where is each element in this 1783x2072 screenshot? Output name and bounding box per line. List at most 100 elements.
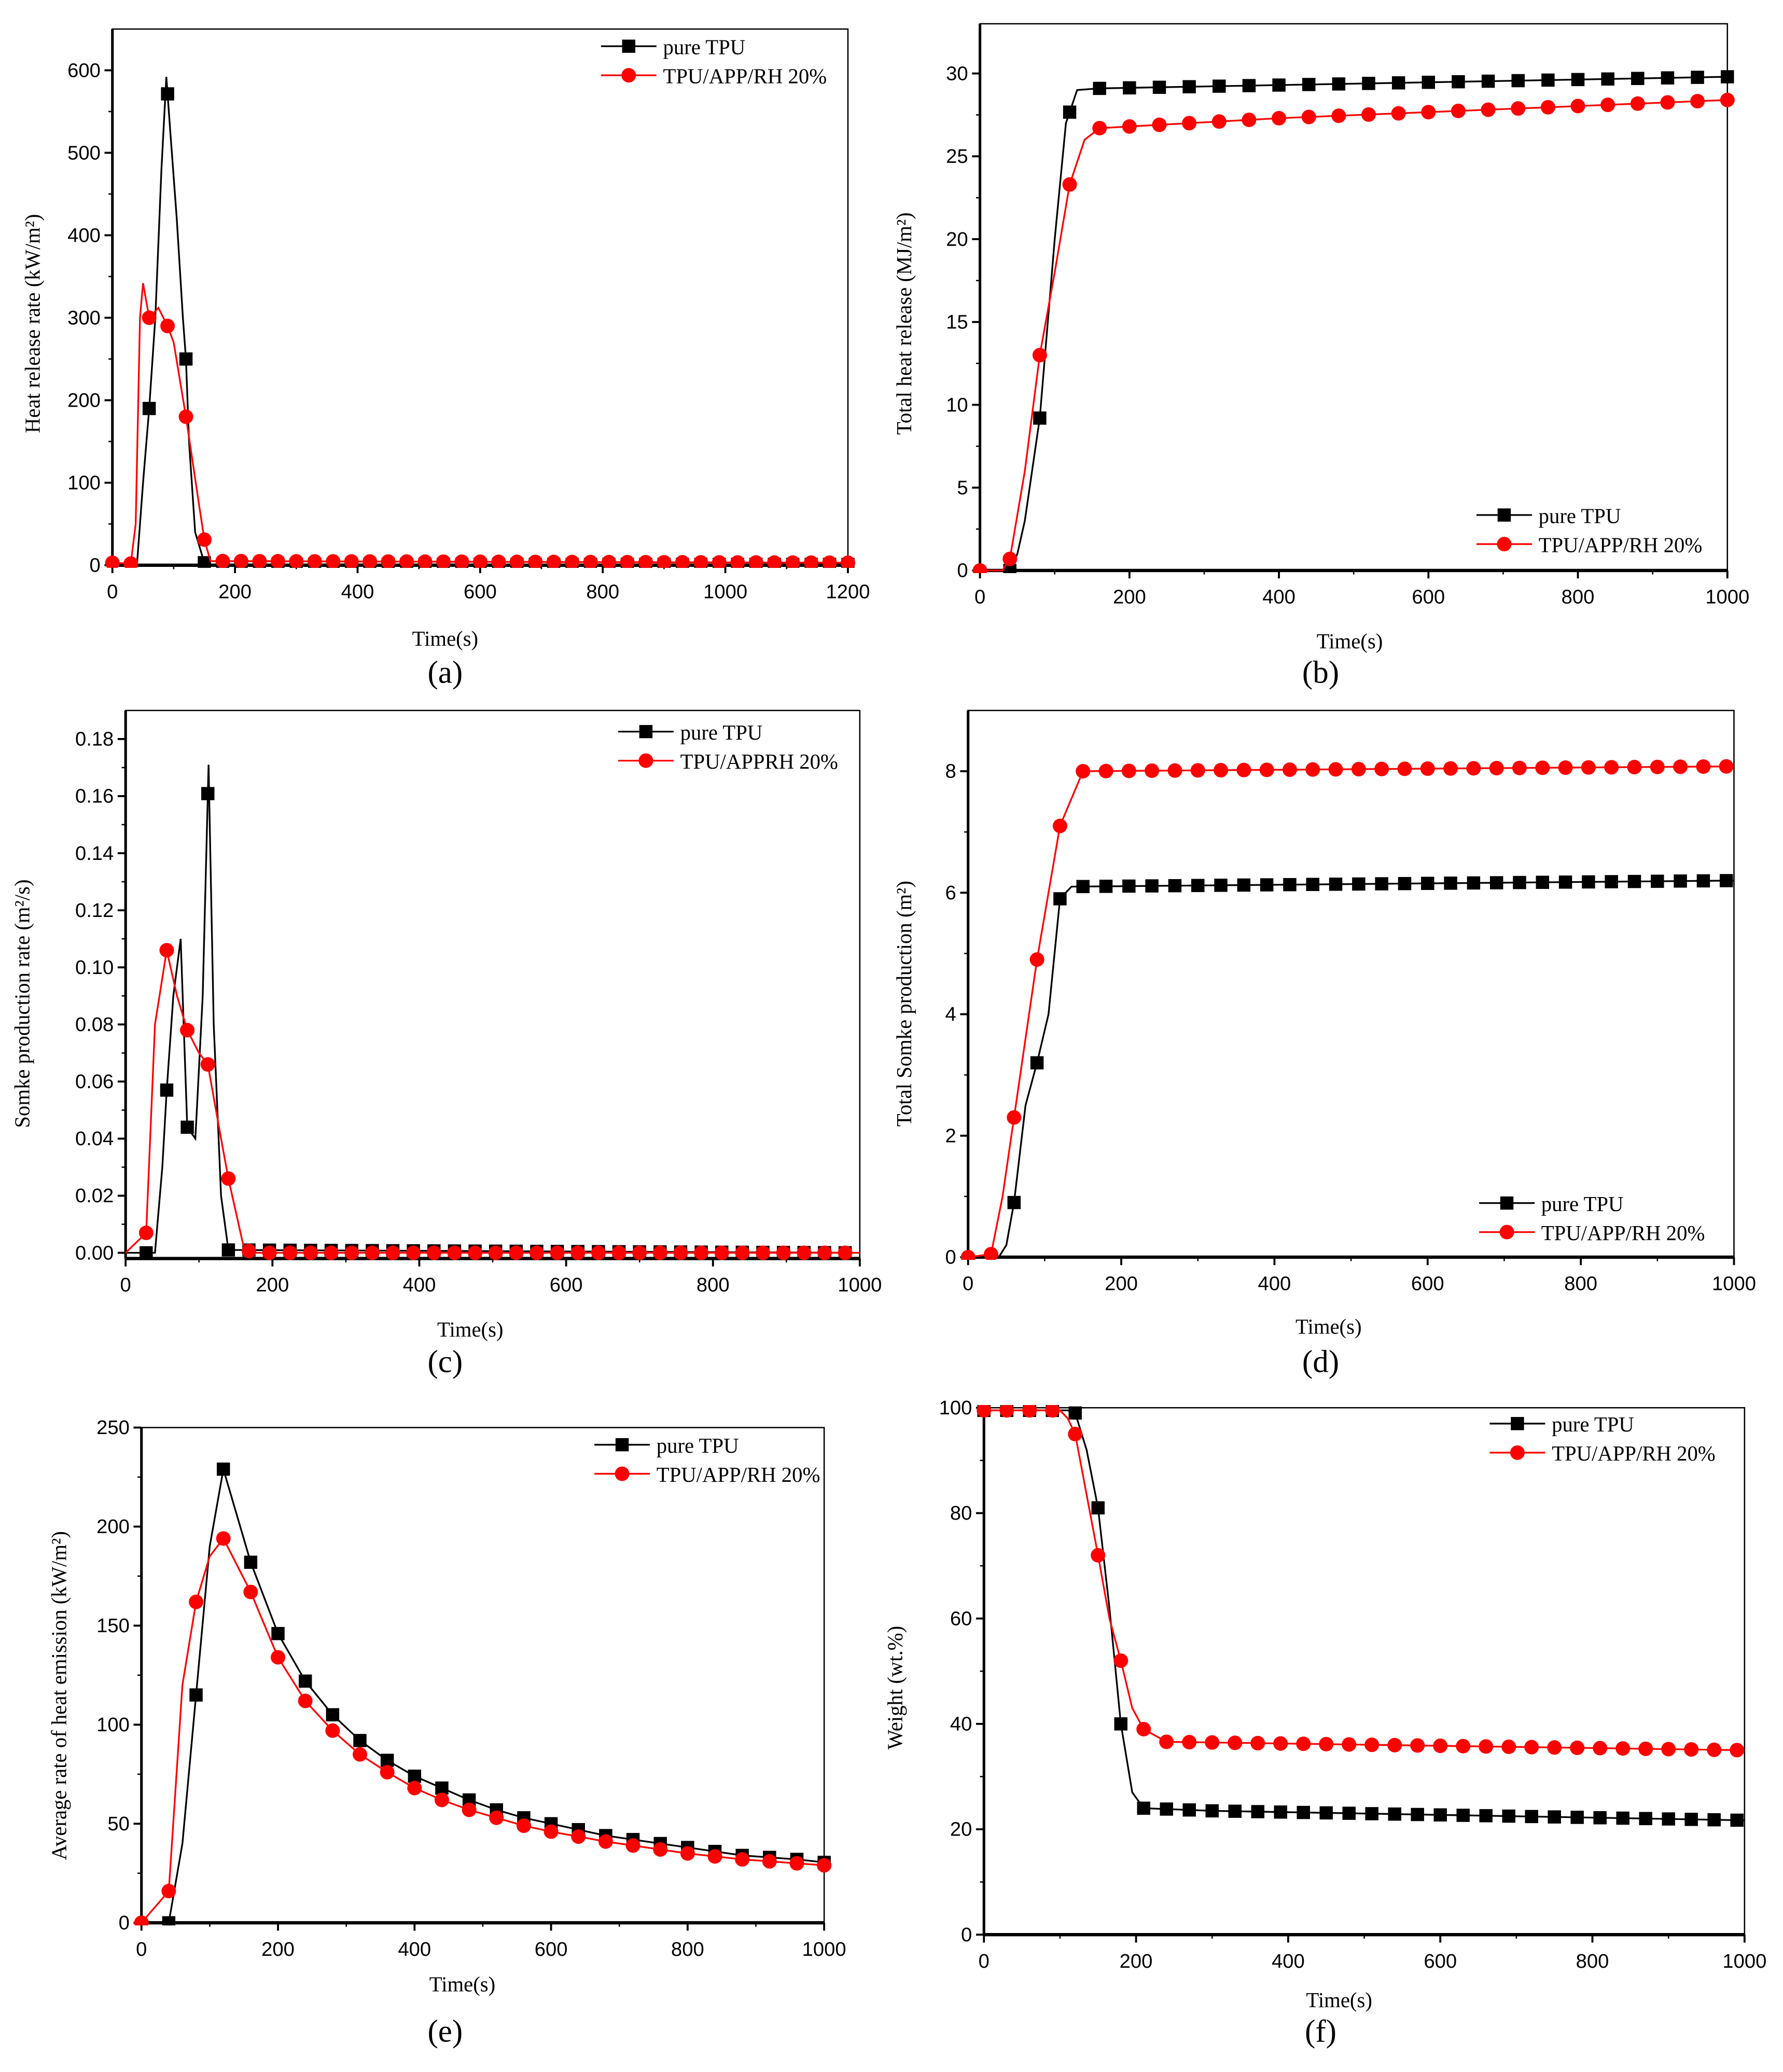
data-point [714,1245,729,1260]
data-point [693,555,708,568]
y-tick-label: 8 [945,760,956,783]
data-point [1250,1735,1265,1750]
y-tick-label: 0.02 [75,1185,114,1207]
data-point [1601,72,1614,86]
data-point [1684,1742,1699,1757]
data-point [785,555,800,568]
data-point [1570,99,1585,114]
data-point [1205,1804,1219,1818]
y-axis-label: Heat release rate (kW/m²) [21,214,45,434]
y-tick-label: 0.14 [75,842,114,865]
panel-label: (e) [427,2014,463,2049]
data-point [1690,94,1705,109]
data-point [1616,1811,1629,1825]
data-point [1329,878,1343,891]
x-tick-label: 600 [550,1274,583,1296]
data-point [652,1245,667,1260]
data-point [399,554,414,568]
data-point [1251,1805,1264,1818]
data-point [1511,101,1526,116]
data-point [1113,1653,1129,1668]
series-tpu-app-rh [125,943,860,1260]
data-point [1479,1739,1494,1754]
legend-label: pure TPU [1552,1413,1634,1436]
data-point [1063,105,1077,119]
data-point [1076,763,1091,778]
data-point [1002,551,1018,566]
data-point [262,1245,277,1260]
data-point [838,1245,853,1260]
legend-label: TPU/APP/RH 20% [657,1463,820,1486]
data-point [134,1915,149,1926]
data-point [1524,1740,1539,1755]
data-point [1451,103,1466,118]
series-pure-tpu [112,77,855,568]
data-point [1273,1736,1288,1751]
data-point [178,409,193,424]
series-pure-tpu [980,70,1734,574]
x-tick-label: 200 [218,580,252,603]
y-tick-label: 100 [939,1397,972,1419]
data-point [1501,1739,1516,1754]
data-point [1068,1406,1082,1420]
data-point [408,1769,422,1783]
y-tick-label: 5 [957,477,968,499]
data-point [1391,106,1406,121]
data-point [571,1829,586,1844]
x-tick-label: 0 [963,1273,973,1295]
data-point [972,563,987,574]
data-point [179,352,193,366]
y-tick-label: 60 [950,1607,972,1630]
y-tick-label: 200 [67,389,101,411]
y-tick-label: 20 [946,228,968,251]
data-point [352,1747,368,1762]
data-point [748,555,763,568]
data-point [1168,879,1182,893]
x-tick-label: 1000 [838,1274,882,1296]
data-point [159,943,174,958]
data-point [1489,761,1504,776]
y-tick-label: 30 [946,62,968,85]
data-point [1282,762,1297,777]
x-tick-label: 200 [1120,1950,1153,1972]
data-point [767,555,782,568]
data-point [1029,952,1044,967]
data-point [735,1852,750,1867]
x-tick-label: 0 [979,1950,990,1972]
data-point [1421,877,1434,890]
data-point [326,554,341,568]
x-tick-label: 0 [107,580,118,603]
data-point [243,1584,258,1600]
data-point [1160,1802,1173,1816]
data-point [653,1842,668,1857]
data-point [344,554,359,568]
legend-label: TPU/APP/RH 20% [663,64,827,88]
y-tick-label: 250 [96,1416,130,1439]
data-point [1696,874,1710,888]
data-point [632,1245,647,1260]
data-point [1352,877,1366,891]
data-point [598,1834,613,1849]
data-point [1489,876,1503,889]
data-point [1099,880,1113,893]
data-point [602,554,617,568]
x-tick-label: 200 [1113,586,1146,608]
plot-frame [124,710,861,1259]
data-point [1387,1737,1402,1753]
series-pure-tpu [977,1405,1745,1827]
data-point [1145,879,1159,893]
data-point [1600,98,1615,113]
data-point [216,1462,230,1476]
data-point [353,1734,367,1747]
y-tick-label: 40 [950,1713,972,1735]
x-tick-label: 400 [398,1938,431,1960]
data-point [1145,763,1160,778]
x-tick-label: 0 [136,1938,147,1960]
data-point [1305,762,1320,777]
data-point [198,556,211,568]
data-point [680,1846,695,1861]
data-point [325,1723,340,1738]
legend-marker [615,1466,630,1481]
data-point [221,1243,235,1257]
y-tick-label: 0.00 [75,1242,114,1264]
